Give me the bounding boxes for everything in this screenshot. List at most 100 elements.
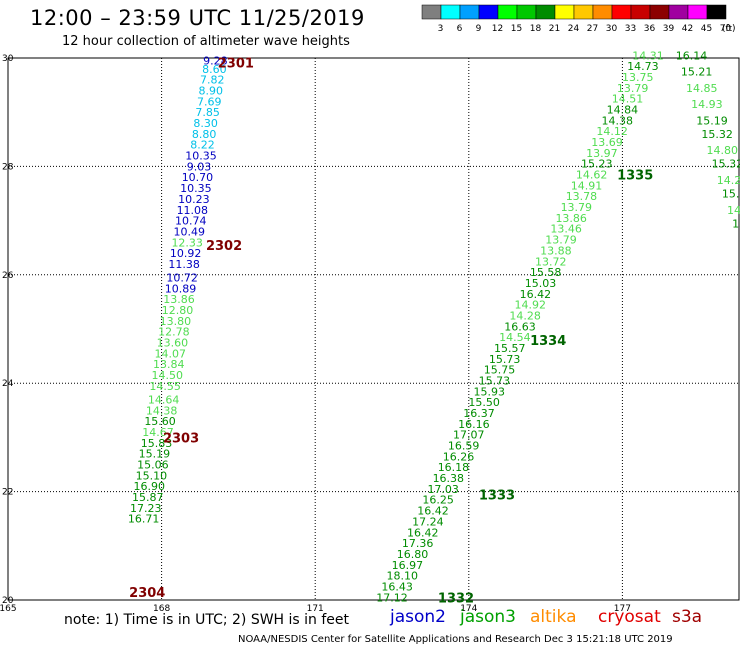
- lon-tick-label: 171: [307, 604, 324, 614]
- pass-time-label: 1334: [530, 334, 566, 349]
- legend-label: 42: [682, 24, 693, 34]
- wave-height-value: 16.16: [458, 418, 490, 431]
- lon-tick-label: 177: [614, 604, 631, 614]
- wave-height-value: 16.71: [128, 513, 160, 526]
- track-left: 9.288.607.828.907.697.858.308.808.2210.3…: [128, 55, 254, 601]
- wave-height-value: 11.38: [168, 258, 200, 271]
- wave-height-value: 14.28: [509, 309, 541, 322]
- wave-height-value: 10.35: [180, 182, 212, 195]
- legend-label: 3: [438, 24, 444, 34]
- lon-tick-label: 165: [0, 604, 17, 614]
- legend-label: 39: [663, 24, 675, 34]
- wave-height-value: 8.90: [199, 85, 224, 98]
- wave-height-value: 15.19: [139, 448, 171, 461]
- wave-height-value: 16.26: [443, 450, 475, 463]
- wave-height-value: 14.62: [576, 169, 608, 182]
- wave-height-value: 14.67: [142, 426, 174, 439]
- wave-height-value: 16.14: [676, 49, 708, 62]
- wave-height-value: 16.18: [438, 461, 470, 474]
- legend-swatch: [706, 4, 727, 20]
- wave-height-value: 8.60: [202, 63, 227, 76]
- wave-height-value: 17.36: [402, 537, 434, 550]
- wave-height-value: 14.85: [686, 82, 718, 95]
- wave-height-value: 15.10: [136, 469, 168, 482]
- wave-height-value: 8.22: [190, 139, 215, 152]
- legend-label: 70: [720, 24, 732, 34]
- wave-height-value: 8.30: [193, 117, 218, 130]
- wave-height-value: 14.93: [691, 98, 723, 111]
- legend-label: 36: [644, 24, 656, 34]
- pass-time-label: 1332: [438, 591, 474, 606]
- wave-height-value: 15.73: [489, 353, 521, 366]
- map-frame: [7, 57, 740, 601]
- wave-height-value: 10.35: [185, 150, 217, 163]
- wave-height-value: 14.64: [148, 393, 180, 406]
- pass-time-label: 2301: [218, 56, 254, 71]
- legend-label: 15: [511, 24, 522, 34]
- legend-label: 45: [701, 24, 712, 34]
- wave-height-value: 15.06: [137, 459, 169, 472]
- wave-height-value: 14.38: [146, 404, 178, 417]
- wave-height-value: 15.87: [132, 491, 164, 504]
- wave-height-value: 17.07: [453, 429, 485, 442]
- wave-height-value: 16.43: [381, 580, 413, 593]
- legend-label: 18: [530, 24, 542, 34]
- footer-credit: NOAA/NESDIS Center for Satellite Applica…: [238, 634, 673, 645]
- wave-height-value: 14.84: [607, 103, 639, 116]
- wave-height-value: 15.73: [479, 374, 511, 387]
- lat-tick-label: 20: [2, 596, 14, 606]
- wave-height-value: 15.75: [484, 364, 516, 377]
- wave-height-value: 13.79: [617, 82, 649, 95]
- wave-height-value: 16.37: [463, 407, 495, 420]
- legend-label: 24: [568, 24, 580, 34]
- lat-tick-label: 30: [2, 54, 14, 64]
- wave-height-value: 13.97: [586, 147, 618, 160]
- pass-time-label: 2303: [163, 431, 199, 446]
- wave-height-value: 14.73: [627, 60, 659, 73]
- wave-height-value: 13.84: [153, 358, 185, 371]
- wave-height-value: 10.89: [165, 282, 197, 295]
- wave-height-value: 14.51: [612, 93, 644, 106]
- wave-height-value: 7.82: [200, 74, 225, 87]
- wave-height-value: 12.33: [171, 236, 203, 249]
- wave-height-value: 10.23: [178, 193, 210, 206]
- satellite-jason2: jason2: [390, 607, 446, 627]
- pass-time-label: 1335: [617, 169, 653, 184]
- wave-height-value: 13.79: [545, 234, 577, 247]
- wave-height-value: 18.10: [386, 570, 418, 583]
- wave-height-value: 13.75: [622, 71, 654, 84]
- wave-height-value: 8.80: [192, 128, 217, 141]
- wave-height-value: 14.50: [151, 369, 183, 382]
- legend-label: 9: [476, 24, 482, 34]
- wave-height-value: 13.46: [550, 223, 582, 236]
- wave-height-value: 13.79: [561, 201, 593, 214]
- wave-height-value: 17.24: [412, 515, 444, 528]
- wave-height-value: 11.08: [177, 204, 209, 217]
- pass-time-label: 1333: [479, 488, 515, 503]
- wave-height-value: 10.74: [175, 215, 207, 228]
- wave-height-value: 14.80: [706, 144, 738, 157]
- legend-label: 30: [606, 24, 618, 34]
- satellite-cryosat: cryosat: [598, 607, 661, 627]
- wave-height-value: 14.91: [571, 179, 603, 192]
- wave-height-value: 17.12: [376, 591, 408, 604]
- wave-height-value: 14.92: [514, 299, 546, 312]
- wave-height-value: 14.54: [499, 331, 531, 344]
- wave-height-value: 16.42: [407, 526, 439, 539]
- wave-height-value: 16.90: [134, 480, 166, 493]
- wave-height-value: 15.58: [530, 266, 562, 279]
- wave-height-value: 13.86: [555, 212, 587, 225]
- wave-height-value: 16.97: [392, 559, 424, 572]
- lat-tick-label: 22: [2, 488, 13, 498]
- wave-height-value: 10.49: [173, 225, 205, 238]
- wave-height-value: 12.78: [158, 326, 190, 339]
- wave-height-value: 15.23: [581, 158, 613, 171]
- wave-height-value: 13.78: [566, 190, 598, 203]
- legend-unit: (ft): [722, 24, 736, 34]
- wave-height-value: 17.03: [427, 483, 459, 496]
- wave-height-value: 15.50: [722, 188, 740, 201]
- wave-height-value: 14.21: [717, 174, 740, 187]
- legend-label: 6: [457, 24, 463, 34]
- wave-height-value: 13.80: [160, 315, 192, 328]
- pass-time-label: 2304: [129, 586, 165, 601]
